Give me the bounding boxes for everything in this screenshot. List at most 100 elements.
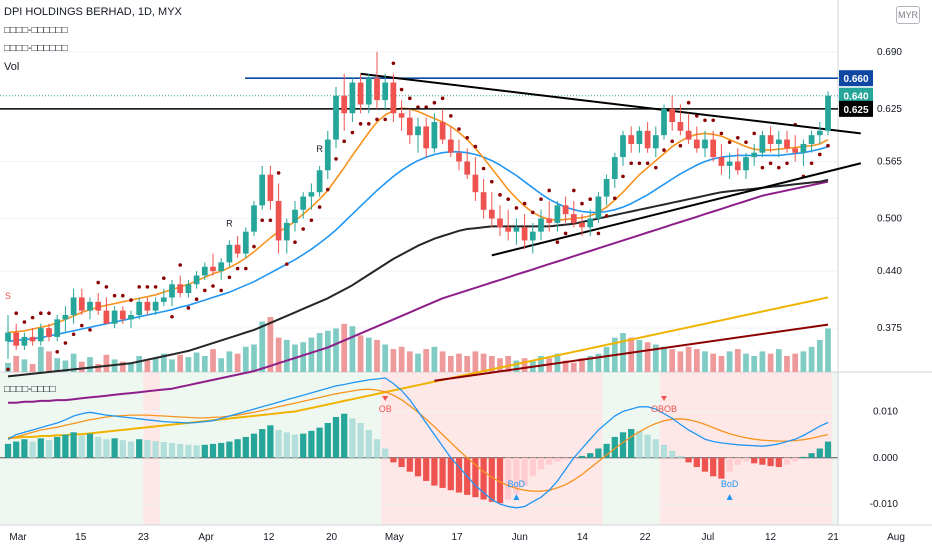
bod-label-3: BoD bbox=[721, 479, 739, 489]
volume-bar bbox=[78, 361, 85, 372]
oscillator-histogram-bar bbox=[45, 440, 53, 458]
psar-dot bbox=[153, 285, 158, 289]
volume-bar bbox=[275, 337, 282, 372]
candle-body bbox=[431, 122, 438, 149]
candle-body bbox=[439, 122, 446, 140]
volume-bar bbox=[259, 321, 266, 372]
candle-body bbox=[13, 332, 20, 346]
candle-body bbox=[636, 130, 643, 144]
oscillator-histogram-bar bbox=[742, 457, 750, 462]
volume-bar bbox=[825, 328, 831, 372]
time-tick-label-4: 12 bbox=[263, 532, 275, 543]
psar-dot bbox=[235, 266, 240, 271]
candle-body bbox=[652, 135, 659, 149]
oscillator-histogram-bar bbox=[775, 457, 782, 468]
psar-dot bbox=[473, 144, 478, 149]
psar-dot bbox=[309, 218, 314, 223]
candle-body bbox=[275, 200, 282, 241]
psar-dot bbox=[408, 96, 412, 101]
psar-dot bbox=[63, 341, 68, 345]
volume-bar bbox=[759, 351, 766, 372]
oscillator-histogram-bar bbox=[111, 438, 118, 458]
time-tick-label-7: 17 bbox=[451, 532, 463, 543]
oscillator-histogram-bar bbox=[628, 429, 635, 458]
candle-body bbox=[128, 314, 134, 320]
psar-dot bbox=[129, 298, 133, 302]
time-tick-label-12: 12 bbox=[765, 532, 777, 543]
psar-dot bbox=[22, 320, 27, 324]
price-tick-label-0: 0.375 bbox=[877, 323, 902, 334]
volume-bar bbox=[5, 362, 11, 372]
oscillator-histogram-bar bbox=[242, 436, 249, 458]
volume-bar bbox=[37, 346, 44, 372]
psar-dot bbox=[96, 280, 100, 285]
psar-dot bbox=[826, 143, 830, 148]
oscillator-histogram-bar bbox=[398, 457, 405, 468]
time-tick-label-3: Apr bbox=[198, 532, 214, 543]
candle-body bbox=[103, 310, 110, 324]
candle-body bbox=[497, 218, 503, 228]
oscillator-histogram-bar bbox=[332, 416, 340, 458]
candle-body bbox=[382, 82, 389, 101]
candle-body bbox=[562, 205, 569, 215]
volume-bar bbox=[439, 351, 446, 372]
oscillator-zone-0 bbox=[143, 372, 160, 525]
volume-bar bbox=[242, 346, 249, 372]
candle-body bbox=[54, 319, 61, 337]
oscillator-histogram-bar bbox=[767, 457, 774, 467]
candle-body bbox=[579, 222, 585, 228]
oscillator-histogram-bar bbox=[95, 436, 102, 458]
oscillator-histogram-bar bbox=[800, 456, 807, 458]
oscillator-histogram-bar bbox=[168, 442, 176, 458]
oscillator-histogram-bar bbox=[29, 441, 36, 458]
volume-bar bbox=[693, 349, 700, 372]
indicator-1-label[interactable]: □□□□-□□□□□□ bbox=[4, 25, 68, 36]
candle-body bbox=[234, 244, 241, 254]
volume-bar bbox=[497, 358, 503, 372]
psar-dot bbox=[768, 161, 773, 166]
volume-bar bbox=[464, 355, 471, 372]
candle-body bbox=[144, 301, 151, 311]
volume-bar bbox=[472, 351, 479, 372]
volume-bar bbox=[95, 363, 102, 372]
oscillator-histogram-bar bbox=[414, 457, 422, 477]
candle-body bbox=[357, 82, 364, 105]
oscillator-histogram-bar bbox=[636, 430, 643, 458]
candle-body bbox=[743, 157, 749, 171]
time-tick-label-10: 22 bbox=[640, 532, 652, 543]
candle-body bbox=[218, 262, 225, 272]
psar-dot bbox=[645, 161, 650, 166]
psar-dot bbox=[342, 139, 347, 144]
candle-body bbox=[603, 179, 610, 197]
oscillator-histogram-bar bbox=[513, 457, 520, 494]
oscillator-label[interactable]: □□□□-□□□□ bbox=[4, 384, 56, 395]
volume-bar bbox=[784, 355, 790, 372]
volume-bar bbox=[210, 349, 216, 372]
psar-dot bbox=[490, 179, 494, 184]
candle-body bbox=[669, 108, 676, 123]
psar-dot bbox=[219, 288, 223, 293]
oscillator-histogram-bar bbox=[382, 448, 389, 458]
volume-bar bbox=[87, 357, 93, 372]
volume-bar bbox=[710, 353, 717, 372]
psar-dot bbox=[498, 193, 502, 197]
oscillator-histogram-bar bbox=[488, 457, 495, 502]
candle-body bbox=[160, 297, 167, 302]
psar-dot bbox=[47, 311, 51, 316]
volume-label[interactable]: Vol bbox=[4, 61, 20, 73]
bod-marker-3 bbox=[726, 494, 733, 500]
currency-badge[interactable]: MYR bbox=[896, 6, 920, 24]
candle-body bbox=[21, 336, 28, 346]
indicator-2-label[interactable]: □□□□-□□□□□□ bbox=[4, 43, 68, 54]
oscillator-histogram-bar bbox=[86, 433, 94, 458]
volume-bar bbox=[152, 358, 159, 372]
candle-body bbox=[415, 126, 421, 136]
osc-tick-label-1: 0.000 bbox=[873, 453, 898, 464]
oscillator-histogram-bar bbox=[291, 434, 299, 458]
oscillator-histogram-bar bbox=[521, 457, 528, 486]
volume-bar bbox=[718, 355, 725, 372]
psar-dot bbox=[121, 293, 125, 298]
psar-dot bbox=[727, 140, 732, 144]
oscillator-histogram-bar bbox=[455, 457, 463, 493]
candle-body bbox=[37, 328, 44, 342]
